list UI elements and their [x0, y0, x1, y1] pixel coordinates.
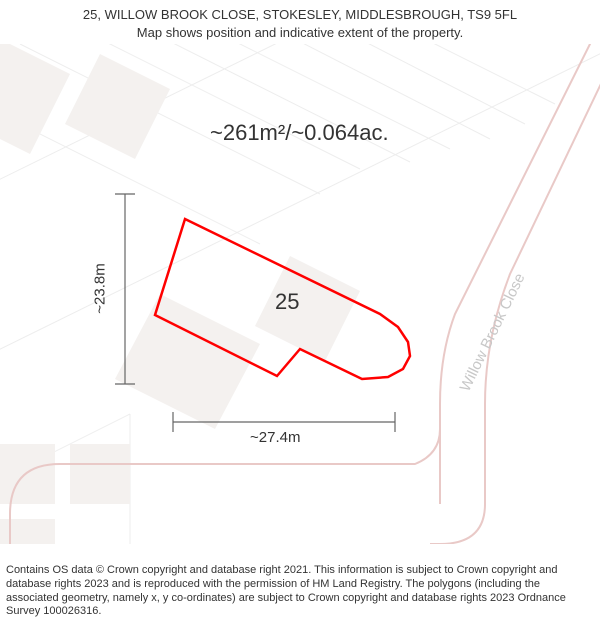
- copyright-footer: Contains OS data © Crown copyright and d…: [0, 560, 600, 625]
- plot-number-label: 25: [275, 289, 299, 315]
- property-address: 25, WILLOW BROOK CLOSE, STOKESLEY, MIDDL…: [0, 6, 600, 24]
- background-buildings: [0, 44, 360, 544]
- height-dimension-label: ~23.8m: [92, 263, 109, 313]
- width-dimension-label: ~27.4m: [250, 429, 300, 446]
- map-canvas: ~261m²/~0.064ac. ~23.8m ~27.4m 25 Willow…: [0, 44, 600, 544]
- map-header: 25, WILLOW BROOK CLOSE, STOKESLEY, MIDDL…: [0, 0, 600, 41]
- area-label: ~261m²/~0.064ac.: [210, 120, 389, 146]
- map-subtitle: Map shows position and indicative extent…: [0, 24, 600, 42]
